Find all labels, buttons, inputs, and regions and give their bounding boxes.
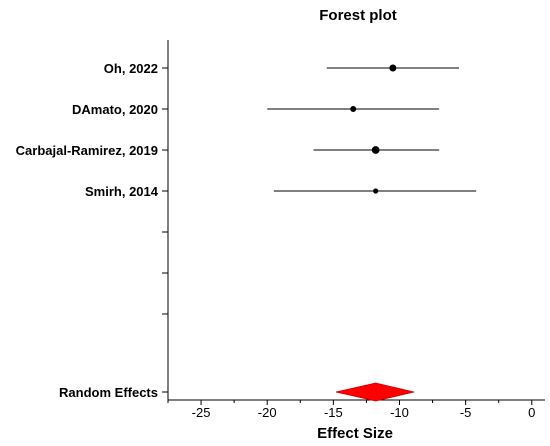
x-tick-label: 0	[528, 405, 535, 420]
x-tick-label: -10	[390, 405, 409, 420]
effect-point	[350, 106, 357, 112]
x-tick-label: -15	[324, 405, 343, 420]
x-tick-label: -5	[460, 405, 472, 420]
x-tick-label: -20	[258, 405, 277, 420]
x-axis-title: Effect Size	[317, 425, 393, 442]
x-tick-label: -25	[192, 405, 211, 420]
effect-point	[371, 146, 380, 154]
x-axis-ticks: -25 -20 -15 -10 -5 0	[167, 400, 535, 420]
study-label: Oh, 2022	[104, 61, 158, 76]
pooled-effect-diamond	[335, 382, 415, 402]
study-label: Smirh, 2014	[85, 184, 159, 199]
effect-point	[389, 64, 397, 72]
chart-title: Forest plot	[319, 7, 397, 24]
study-label: DAmato, 2020	[72, 102, 158, 117]
study-rows: Oh, 2022 DAmato, 2020 Carbajal-Ramirez, 20…	[16, 61, 477, 402]
effect-point	[373, 188, 379, 194]
study-label: Carbajal-Ramirez, 2019	[16, 143, 158, 158]
pooled-label: Random Effects	[59, 385, 158, 400]
